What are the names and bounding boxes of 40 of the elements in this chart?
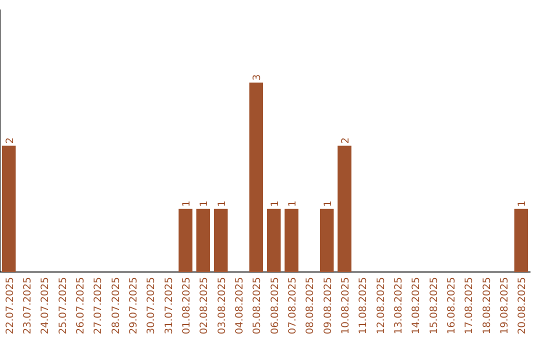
x-tick-label: 05.08.2025 <box>252 277 264 334</box>
data-label: 1 <box>517 200 528 207</box>
x-tick-label: 08.08.2025 <box>305 277 316 334</box>
x-tick-label: 03.08.2025 <box>216 277 228 334</box>
x-tick-label: 01.08.2025 <box>182 277 192 334</box>
x-tick-label: 23.07.2025 <box>22 277 34 334</box>
x-tick-label: 17.08.2025 <box>464 277 476 334</box>
data-label: 1 <box>216 200 228 207</box>
x-tick-label: 20.08.2025 <box>517 277 528 334</box>
data-label: 2 <box>4 137 16 144</box>
x-tick-label: 16.08.2025 <box>446 277 458 334</box>
x-tick-label: 14.08.2025 <box>411 277 422 334</box>
data-label: 1 <box>199 200 210 207</box>
x-tick-label: 07.08.2025 <box>288 277 298 334</box>
data-label: 2 <box>340 137 352 144</box>
x-tick-label: 04.08.2025 <box>234 277 246 334</box>
data-label: 1 <box>288 200 298 207</box>
x-tick-label: 11.08.2025 <box>358 277 370 334</box>
x-tick-label: 09.08.2025 <box>322 277 334 334</box>
x-tick-label: 28.07.2025 <box>110 277 122 334</box>
x-tick-label: 25.07.2025 <box>58 277 69 334</box>
x-tick-label: 30.07.2025 <box>146 277 158 334</box>
x-tick-label: 27.07.2025 <box>93 277 104 334</box>
x-tick-label: 15.08.2025 <box>428 277 440 334</box>
data-label: 1 <box>270 200 281 207</box>
x-tick-label: 26.07.2025 <box>76 277 86 334</box>
x-tick-label: 10.08.2025 <box>340 277 352 334</box>
data-label: 1 <box>182 200 192 207</box>
x-tick-label: 13.08.2025 <box>394 277 404 334</box>
x-tick-label: 06.08.2025 <box>270 277 281 334</box>
x-tick-label: 31.07.2025 <box>164 277 175 334</box>
x-tick-label: 29.07.2025 <box>128 277 140 334</box>
data-label: 1 <box>322 200 334 207</box>
x-tick-label: 18.08.2025 <box>482 277 493 334</box>
x-tick-label: 02.08.2025 <box>199 277 210 334</box>
x-tick-label: 12.08.2025 <box>376 277 387 334</box>
x-tick-label: 24.07.2025 <box>40 277 52 334</box>
x-tick-label: 19.08.2025 <box>500 277 510 334</box>
data-label: 3 <box>252 74 264 81</box>
x-tick-label: 22.07.2025 <box>4 277 16 334</box>
